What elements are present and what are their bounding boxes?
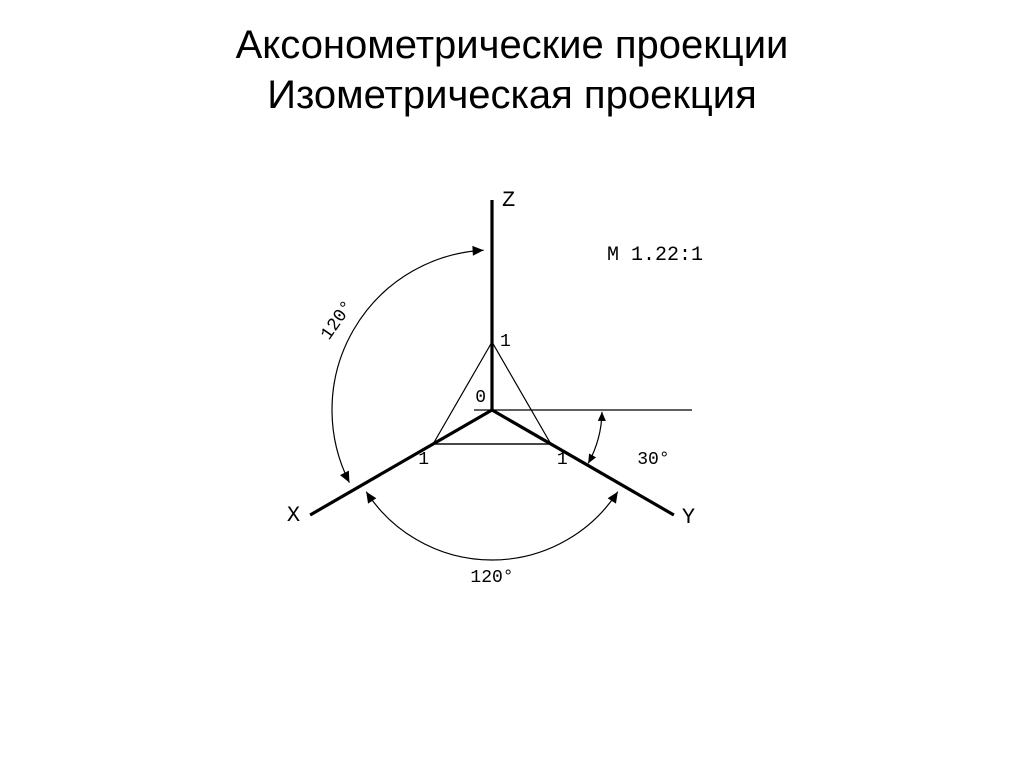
title-line-1: Аксонометрические проекции <box>0 20 1024 70</box>
svg-text:120°: 120° <box>470 568 513 588</box>
svg-text:0: 0 <box>475 388 486 408</box>
title-line-2: Изометрическая проекция <box>0 70 1024 120</box>
svg-text:1: 1 <box>557 450 568 470</box>
diagram-container: Z X Y 0 1 1 1 М 1.22:1 120° 120° 30° <box>0 130 1024 630</box>
svg-text:Z: Z <box>502 188 515 213</box>
svg-text:Y: Y <box>682 505 695 530</box>
svg-text:X: X <box>287 503 300 528</box>
title-block: Аксонометрические проекции Изометрическа… <box>0 0 1024 120</box>
svg-text:1: 1 <box>500 332 511 352</box>
isometric-axes-diagram: Z X Y 0 1 1 1 М 1.22:1 120° 120° 30° <box>232 130 792 630</box>
svg-text:М 1.22:1: М 1.22:1 <box>607 244 703 267</box>
svg-text:1: 1 <box>418 450 429 470</box>
svg-text:30°: 30° <box>637 450 669 470</box>
svg-text:120°: 120° <box>317 297 358 344</box>
